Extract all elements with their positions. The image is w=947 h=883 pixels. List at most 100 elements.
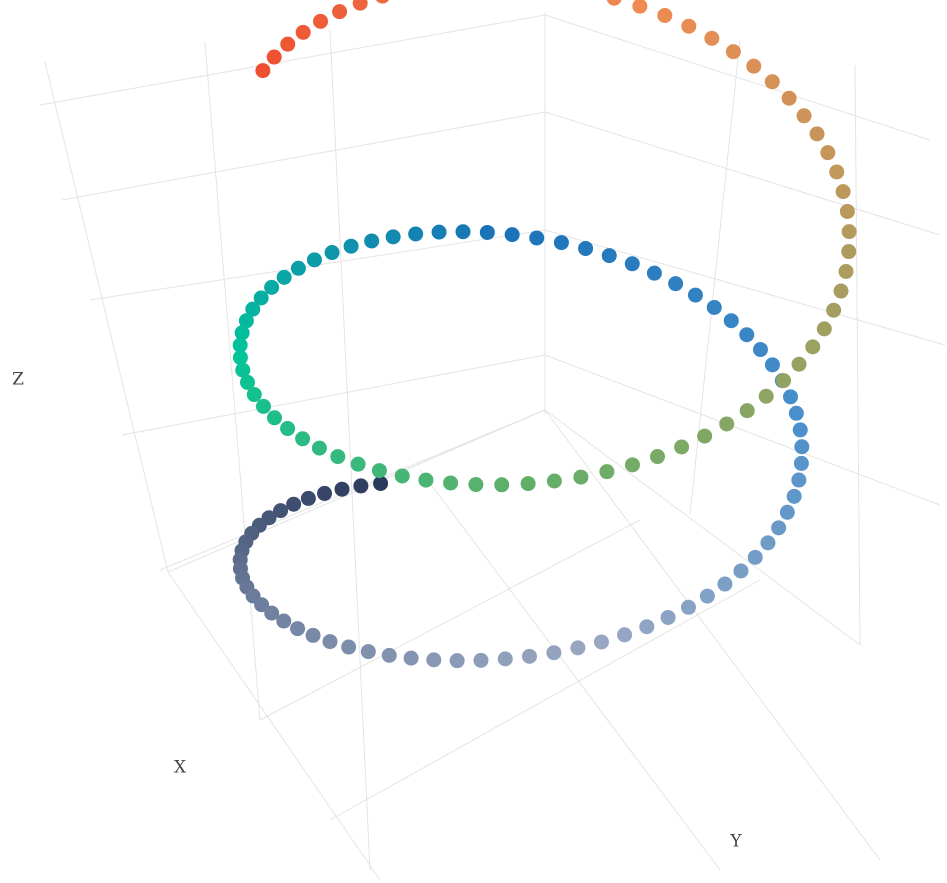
point [776, 373, 792, 389]
point [266, 410, 282, 426]
point [646, 265, 662, 281]
point [264, 279, 280, 295]
point [234, 325, 250, 341]
point [650, 449, 666, 465]
point [699, 588, 715, 604]
point [313, 13, 329, 29]
point [546, 473, 562, 489]
point [782, 389, 798, 405]
point [617, 627, 633, 643]
point [573, 469, 589, 485]
point [322, 634, 338, 650]
point [350, 456, 366, 472]
point [681, 18, 697, 34]
point [781, 90, 797, 106]
point [381, 647, 397, 663]
point [791, 356, 807, 372]
point [494, 477, 510, 493]
point [739, 327, 755, 343]
point [779, 504, 795, 520]
point [820, 145, 836, 161]
x-axis-label: X [174, 758, 187, 778]
point [792, 422, 808, 438]
point [305, 627, 321, 643]
point [426, 652, 442, 668]
point [838, 264, 854, 280]
point [418, 472, 434, 488]
z-axis-label: Z [12, 370, 24, 390]
point [697, 428, 713, 444]
point [805, 339, 821, 355]
point [245, 301, 261, 317]
point [324, 245, 340, 261]
point [723, 313, 739, 329]
point [341, 639, 357, 655]
point [286, 496, 302, 512]
point [443, 475, 459, 491]
point [266, 49, 282, 65]
point [657, 7, 673, 23]
point [232, 350, 248, 366]
point [334, 481, 350, 497]
point [253, 290, 269, 306]
point [639, 619, 655, 635]
point [232, 337, 248, 353]
point [246, 387, 262, 403]
point [360, 644, 376, 660]
point [764, 357, 780, 373]
point [317, 485, 333, 501]
point [497, 651, 513, 667]
point [624, 457, 640, 473]
point [306, 252, 322, 268]
point [468, 477, 484, 493]
point [280, 421, 296, 437]
point [264, 605, 280, 621]
point [794, 439, 810, 455]
point [833, 283, 849, 299]
point [793, 455, 809, 471]
point [546, 645, 562, 661]
point [739, 403, 755, 419]
point [330, 449, 346, 465]
point [276, 269, 292, 285]
point [704, 30, 720, 46]
point [255, 63, 271, 79]
point [680, 599, 696, 615]
point [632, 0, 648, 14]
point [529, 230, 545, 246]
point [455, 224, 471, 240]
point [280, 36, 296, 52]
point [553, 235, 569, 251]
point [276, 613, 292, 629]
point [479, 224, 495, 240]
point [752, 342, 768, 358]
point [300, 490, 316, 506]
point [809, 126, 825, 142]
point [764, 74, 780, 90]
point [706, 299, 722, 315]
point [816, 321, 832, 337]
point [796, 108, 812, 124]
point [373, 475, 389, 491]
point [570, 640, 586, 656]
point [719, 416, 735, 432]
point [624, 256, 640, 272]
y-axis-label: Y [729, 832, 742, 852]
point [717, 576, 733, 592]
point [521, 648, 537, 664]
point [290, 621, 306, 637]
point [835, 184, 851, 200]
point [408, 226, 424, 242]
point [376, 0, 389, 4]
point [841, 244, 857, 260]
point [746, 58, 762, 74]
point [733, 563, 749, 579]
point [295, 431, 311, 447]
point [431, 224, 447, 240]
point [747, 549, 763, 565]
point [725, 44, 741, 60]
point [364, 233, 380, 249]
point [403, 650, 419, 666]
point [353, 478, 369, 494]
